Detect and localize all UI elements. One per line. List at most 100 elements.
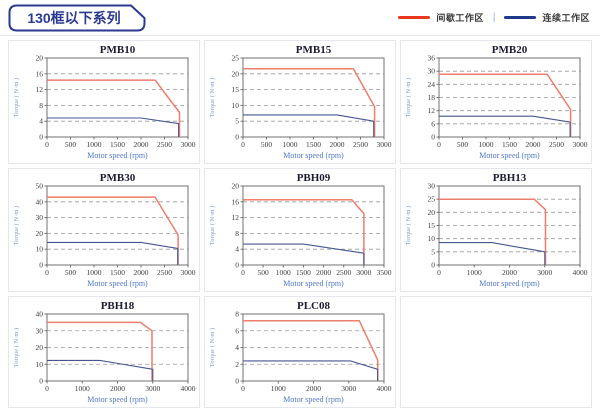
x-tick-label: 3000 xyxy=(181,268,196,277)
chart-title: PBH13 xyxy=(493,172,527,184)
x-tick-label: 0 xyxy=(437,140,441,149)
chart-title: PBH09 xyxy=(297,172,331,184)
y-tick-label: 40 xyxy=(36,310,44,319)
x-tick-label: 2000 xyxy=(134,268,149,277)
y-tick-label: 0 xyxy=(39,133,43,142)
intermittent-zone-line xyxy=(243,67,376,137)
y-tick-label: 10 xyxy=(36,360,44,369)
y-tick-label: 15 xyxy=(428,221,436,230)
torque-speed-chart: PLC08 0 2 4 6 8 0 1000 2000 3000 4000 Motor speed (… xyxy=(209,300,392,404)
y-tick-label: 20 xyxy=(36,229,44,238)
x-tick-label: 3000 xyxy=(145,384,160,393)
y-tick-label: 10 xyxy=(36,245,44,254)
chart-title: PMB30 xyxy=(100,172,136,184)
y-tick-label: 30 xyxy=(36,213,44,222)
x-tick-label: 4000 xyxy=(181,384,196,393)
x-tick-label: 1500 xyxy=(110,140,125,149)
y-tick-label: 2 xyxy=(235,360,239,369)
chart-title: PBH18 xyxy=(101,300,135,312)
y-tick-label: 30 xyxy=(36,326,44,335)
y-tick-label: 25 xyxy=(232,54,240,63)
y-tick-label: 0 xyxy=(235,133,239,142)
y-tick-label: 20 xyxy=(36,54,44,63)
y-tick-label: 5 xyxy=(431,247,435,256)
y-axis-label: Torque ( N·m ) xyxy=(209,206,216,245)
x-tick-label: 1000 xyxy=(87,140,102,149)
page-header: 130框以下系列 间歇工作区 | 连续工作区 xyxy=(0,0,600,36)
legend-label-intermittent: 间歇工作区 xyxy=(436,13,484,23)
x-tick-label: 2500 xyxy=(157,140,172,149)
y-tick-label: 30 xyxy=(428,67,436,76)
y-axis-label: Torque ( N·m ) xyxy=(405,206,412,245)
y-axis-label: Torque ( N·m ) xyxy=(13,206,20,245)
x-tick-label: 2000 xyxy=(110,384,125,393)
y-tick-label: 8 xyxy=(235,229,239,238)
y-tick-label: 16 xyxy=(36,69,44,78)
y-tick-label: 6 xyxy=(431,119,435,128)
continuous-zone-line xyxy=(243,360,379,381)
legend-item-continuous: 连续工作区 xyxy=(504,11,590,24)
y-tick-label: 15 xyxy=(232,85,240,94)
x-tick-label: 3000 xyxy=(181,140,196,149)
intermittent-zone-line xyxy=(439,73,572,137)
x-tick-label: 500 xyxy=(258,268,270,277)
x-tick-label: 4000 xyxy=(377,384,392,393)
x-tick-label: 0 xyxy=(241,268,245,277)
y-tick-label: 20 xyxy=(36,343,44,352)
x-tick-label: 1500 xyxy=(306,140,321,149)
y-tick-label: 0 xyxy=(431,133,435,142)
y-tick-label: 8 xyxy=(235,310,239,319)
torque-speed-chart: PMB20 0 6 12 18 24 30 36 0 500 1000 1500 2000 2500 300… xyxy=(405,44,588,160)
legend: 间歇工作区 | 连续工作区 xyxy=(398,11,590,24)
x-tick-label: 1000 xyxy=(87,268,102,277)
continuous-zone-line xyxy=(243,114,375,137)
chart-cell-pmb20: PMB20 0 6 12 18 24 30 36 0 500 1000 1500 2000 2500 300… xyxy=(400,40,592,164)
y-tick-label: 24 xyxy=(428,80,436,89)
y-tick-label: 5 xyxy=(235,117,239,126)
intermittent-zone-line xyxy=(47,79,181,137)
intermittent-zone-line xyxy=(243,199,365,265)
y-tick-label: 20 xyxy=(232,182,240,191)
charts-grid: PMB10 0 4 8 12 16 20 0 500 1000 1500 2000 2500 3000 Mo… xyxy=(0,36,600,412)
chart-cell-pbh09: PBH09 0 4 8 12 16 20 0 500 1000 1500 2000 2500 3000 35… xyxy=(204,168,396,292)
y-tick-label: 18 xyxy=(428,93,436,102)
legend-item-intermittent: 间歇工作区 xyxy=(398,11,484,24)
series-title-badge: 130框以下系列 xyxy=(8,4,146,31)
y-tick-label: 12 xyxy=(232,213,240,222)
x-tick-label: 0 xyxy=(437,268,441,277)
x-tick-label: 1000 xyxy=(75,384,90,393)
x-tick-label: 0 xyxy=(241,384,245,393)
x-tick-label: 1500 xyxy=(296,268,311,277)
x-tick-label: 3500 xyxy=(377,268,392,277)
y-tick-label: 36 xyxy=(428,54,436,63)
x-tick-label: 2000 xyxy=(526,140,541,149)
x-tick-label: 1500 xyxy=(110,268,125,277)
x-tick-label: 2500 xyxy=(157,268,172,277)
badge-outline xyxy=(8,4,146,31)
x-tick-label: 2000 xyxy=(330,140,345,149)
intermittent-zone-line xyxy=(439,198,547,265)
x-axis-label: Motor speed (rpm) xyxy=(283,395,344,404)
y-tick-label: 0 xyxy=(235,261,239,270)
x-axis-label: Motor speed (rpm) xyxy=(479,279,540,288)
chart-title: PLC08 xyxy=(297,300,331,312)
x-tick-label: 500 xyxy=(65,140,77,149)
x-tick-label: 0 xyxy=(45,268,49,277)
y-tick-label: 25 xyxy=(428,195,436,204)
chart-cell-pbh13: PBH13 0 5 10 15 20 25 30 0 1000 2000 3000 4000 Motor … xyxy=(400,168,592,292)
y-tick-label: 6 xyxy=(235,326,239,335)
plot-frame xyxy=(242,57,385,138)
chart-cell-pmb30: PMB30 0 10 20 30 40 50 0 500 1000 1500 2000 2500 3000… xyxy=(8,168,200,292)
x-tick-label: 3000 xyxy=(537,268,552,277)
y-axis-label: Torque ( N·m ) xyxy=(13,78,20,117)
y-tick-label: 16 xyxy=(232,197,240,206)
continuous-zone-line xyxy=(439,115,571,137)
empty-cell xyxy=(400,296,592,408)
torque-speed-chart: PMB15 0 5 10 15 20 25 0 500 1000 1500 2000 2500 3000 M… xyxy=(209,44,392,160)
plot-frame xyxy=(46,57,189,138)
x-tick-label: 0 xyxy=(241,140,245,149)
plot-frame xyxy=(46,185,189,266)
continuous-zone-line xyxy=(47,359,154,381)
y-tick-label: 4 xyxy=(39,117,43,126)
